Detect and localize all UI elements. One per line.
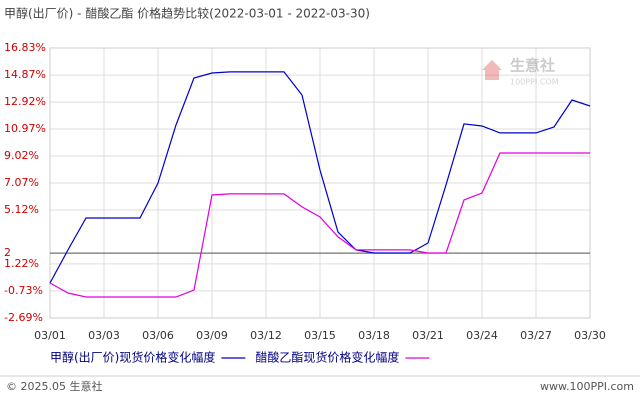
- series-line: [49, 71, 591, 284]
- y-tick-label: -2.69%: [4, 311, 43, 324]
- y-tick-label: 2: [4, 246, 11, 259]
- y-tick-label: 10.97%: [4, 122, 46, 135]
- legend-label: 醋酸乙酯现货价格变化幅度: [255, 350, 399, 365]
- y-tick-label: 1.22%: [4, 257, 39, 270]
- legend-label: 甲醇(出厂价)现货价格变化幅度: [50, 350, 215, 365]
- x-tick-label: 03/21: [412, 329, 444, 342]
- y-tick-label: 14.87%: [4, 68, 46, 81]
- x-tick-label: 03/30: [574, 329, 606, 342]
- x-tick-label: 03/12: [250, 329, 282, 342]
- footer-left: © 2025.05 生意社: [6, 379, 102, 393]
- x-tick-label: 03/01: [34, 329, 66, 342]
- series-line: [49, 152, 590, 298]
- y-tick-label: 5.12%: [4, 203, 39, 216]
- y-tick-label: 12.92%: [4, 95, 46, 108]
- y-tick-label: 7.07%: [4, 176, 39, 189]
- y-tick-label: 9.02%: [4, 149, 39, 162]
- x-tick-label: 03/24: [466, 329, 498, 342]
- watermark-name: 生意社: [510, 57, 555, 75]
- chart-title: 甲醇(出厂价) - 醋酸乙酯 价格趋势比较(2022-03-01 - 2022-…: [4, 6, 370, 21]
- x-tick-label: 03/15: [304, 329, 336, 342]
- x-tick-label: 03/18: [358, 329, 390, 342]
- watermark-site: 100PPI.COM: [510, 78, 559, 87]
- y-tick-label: -0.73%: [4, 284, 43, 297]
- x-tick-label: 03/27: [520, 329, 552, 342]
- watermark-logo: [482, 60, 502, 80]
- watermark: 生意社 100PPI.COM: [482, 57, 559, 87]
- x-tick-label: 03/09: [196, 329, 228, 342]
- footer-right: www.100PPI.com: [540, 380, 634, 393]
- x-tick-label: 03/03: [88, 329, 120, 342]
- plot-border: [49, 47, 591, 319]
- x-tick-label: 03/06: [142, 329, 174, 342]
- y-tick-label: 16.83%: [4, 41, 46, 54]
